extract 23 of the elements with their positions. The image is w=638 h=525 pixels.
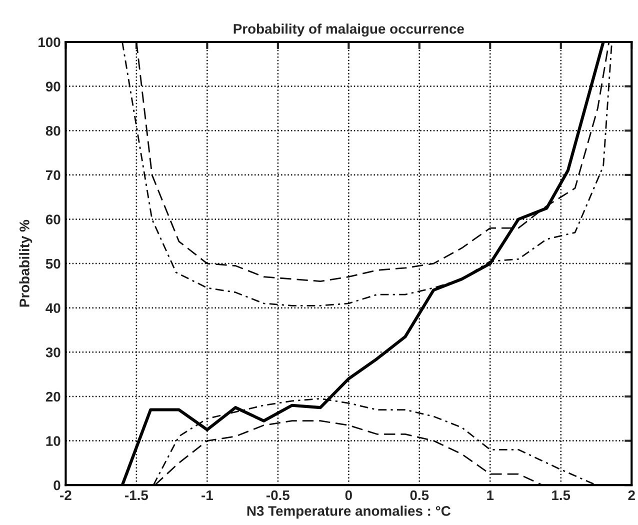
y-tick-label: 70: [46, 170, 60, 180]
y-tick-label: 50: [46, 258, 60, 269]
x-tick-label: 2: [628, 490, 635, 500]
x-tick-label: 1.5: [552, 490, 570, 500]
x-tick-label: 0: [345, 490, 352, 500]
y-tick-label: 80: [46, 126, 60, 136]
y-tick-label: 100: [38, 37, 60, 48]
x-tick-label: -2: [60, 490, 72, 500]
x-tick-label: -0.5: [266, 490, 290, 500]
y-tick-label: 0: [54, 480, 60, 490]
y-tick-label: 20: [46, 392, 60, 402]
y-tick-label: 60: [46, 214, 60, 224]
y-tick-label: 10: [46, 436, 60, 446]
x-tick-label: -1: [202, 490, 213, 500]
y-tick-label: 90: [46, 82, 60, 92]
x-tick-label: 1: [487, 490, 494, 500]
x-axis-title: N3 Temperature anomalies : °C: [247, 506, 451, 519]
chart-title: Probability of malaigue occurrence: [234, 24, 464, 37]
y-axis-title: Probability %: [19, 220, 32, 307]
y-tick-label: 40: [46, 303, 60, 314]
x-tick-label: 0.5: [410, 490, 429, 500]
x-tick-label: -1.5: [125, 490, 148, 500]
y-tick-label: 30: [46, 348, 60, 358]
